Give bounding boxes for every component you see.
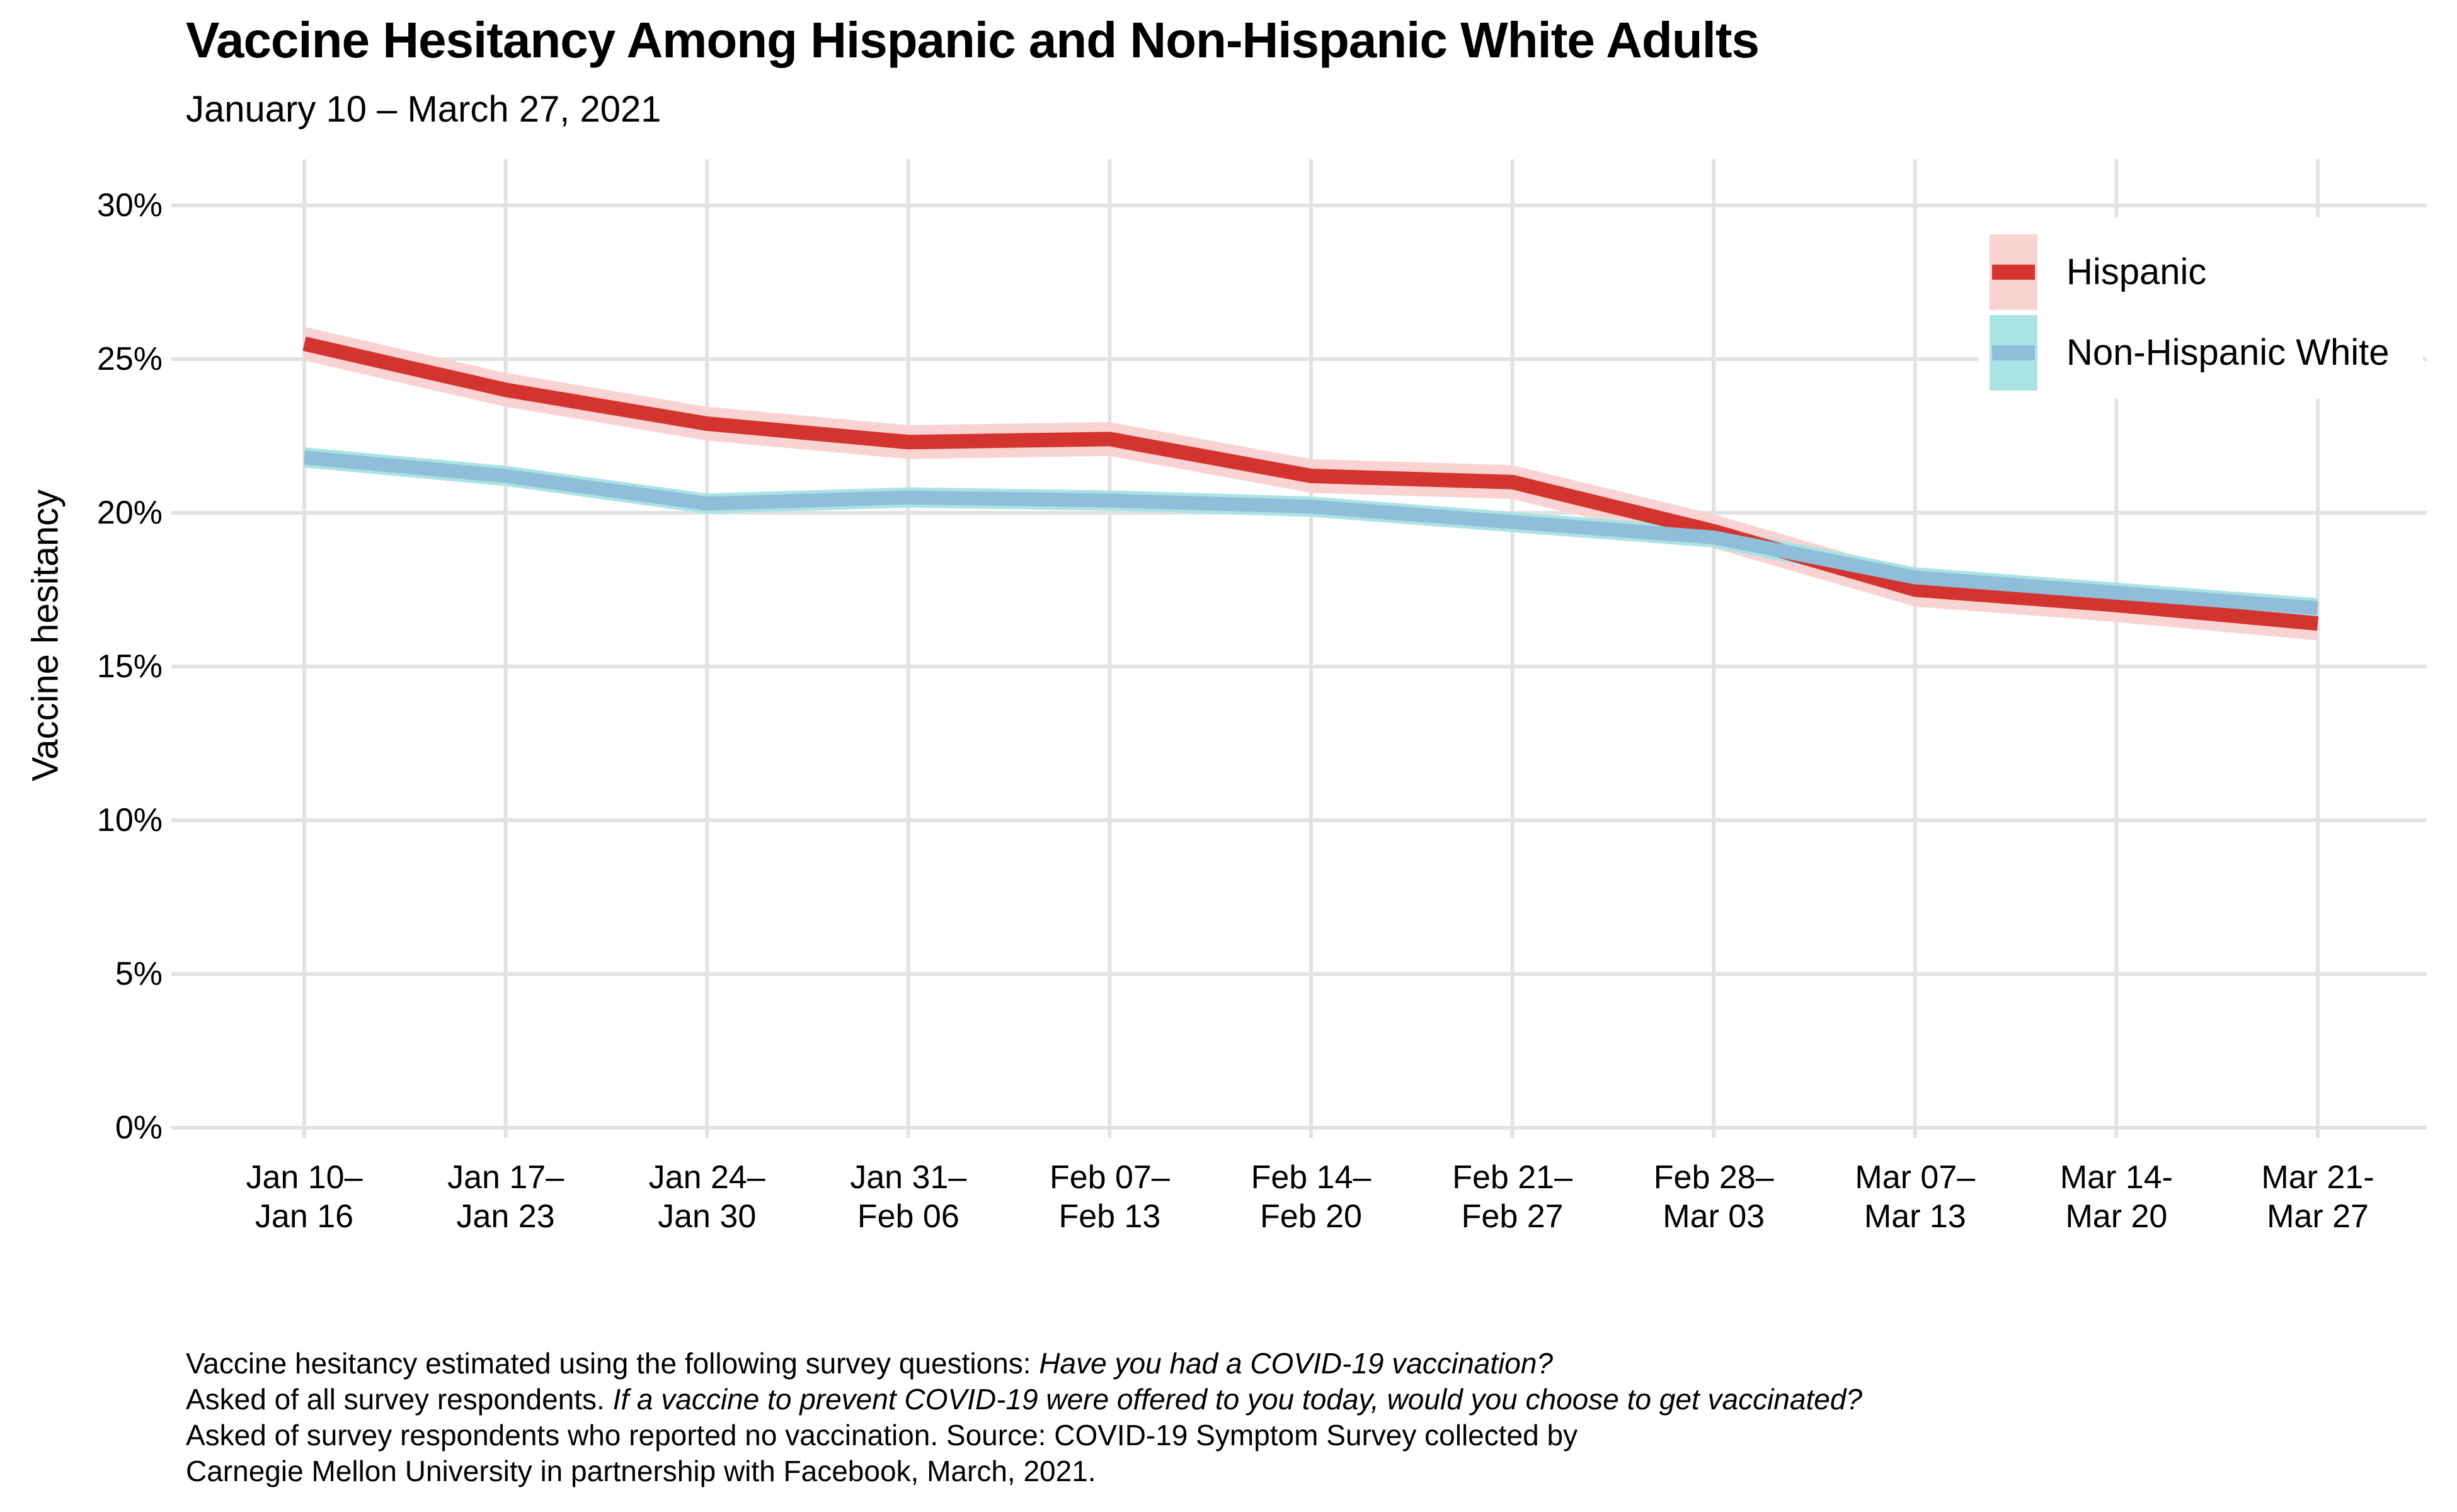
- x-tick-label: Feb 28– Mar 03: [1653, 1159, 1774, 1235]
- x-tick-label: Feb 21– Feb 27: [1452, 1159, 1572, 1235]
- y-tick-label: 20%: [96, 495, 163, 531]
- y-tick-label: 30%: [96, 187, 163, 224]
- x-tick-label: Jan 31– Feb 06: [850, 1159, 967, 1235]
- x-tick-label: Feb 07– Feb 13: [1049, 1159, 1170, 1235]
- legend-label: Non-Hispanic White: [2066, 332, 2390, 373]
- chart-title: Vaccine Hesitancy Among Hispanic and Non…: [186, 12, 1760, 68]
- y-tick-label: 5%: [115, 956, 163, 992]
- y-tick-label: 0%: [115, 1109, 163, 1146]
- y-tick-label: 10%: [96, 802, 163, 839]
- y-tick-label: 15%: [96, 648, 163, 685]
- legend-label: Hispanic: [2066, 251, 2207, 292]
- x-tick-label: Feb 14– Feb 20: [1251, 1159, 1372, 1235]
- x-tick-label: Mar 07– Mar 13: [1855, 1159, 1976, 1235]
- y-tick-label: 25%: [96, 341, 163, 377]
- x-tick-label: Mar 14- Mar 20: [2059, 1159, 2173, 1235]
- x-tick-label: Mar 21- Mar 27: [2261, 1159, 2374, 1235]
- series-line-non-hispanic-white: [303, 450, 2318, 616]
- caption-line: Carnegie Mellon University in partnershi…: [186, 1455, 1096, 1487]
- x-tick-label: Jan 24– Jan 30: [648, 1159, 765, 1235]
- x-tick-label: Jan 10– Jan 16: [246, 1159, 363, 1235]
- caption-line: Vaccine hesitancy estimated using the fo…: [186, 1347, 1553, 1380]
- caption-line: Asked of all survey respondents. If a va…: [186, 1383, 1862, 1416]
- caption: Vaccine hesitancy estimated using the fo…: [186, 1346, 1862, 1489]
- chart-subtitle: January 10 – March 27, 2021: [186, 89, 662, 130]
- x-tick-label: Jan 17– Jan 23: [447, 1159, 564, 1235]
- series-line-hispanic: [302, 336, 2319, 631]
- legend-background: [1978, 217, 2423, 399]
- caption-line: Asked of survey respondents who reported…: [186, 1419, 1578, 1452]
- y-axis-title: Vaccine hesitancy: [25, 489, 66, 782]
